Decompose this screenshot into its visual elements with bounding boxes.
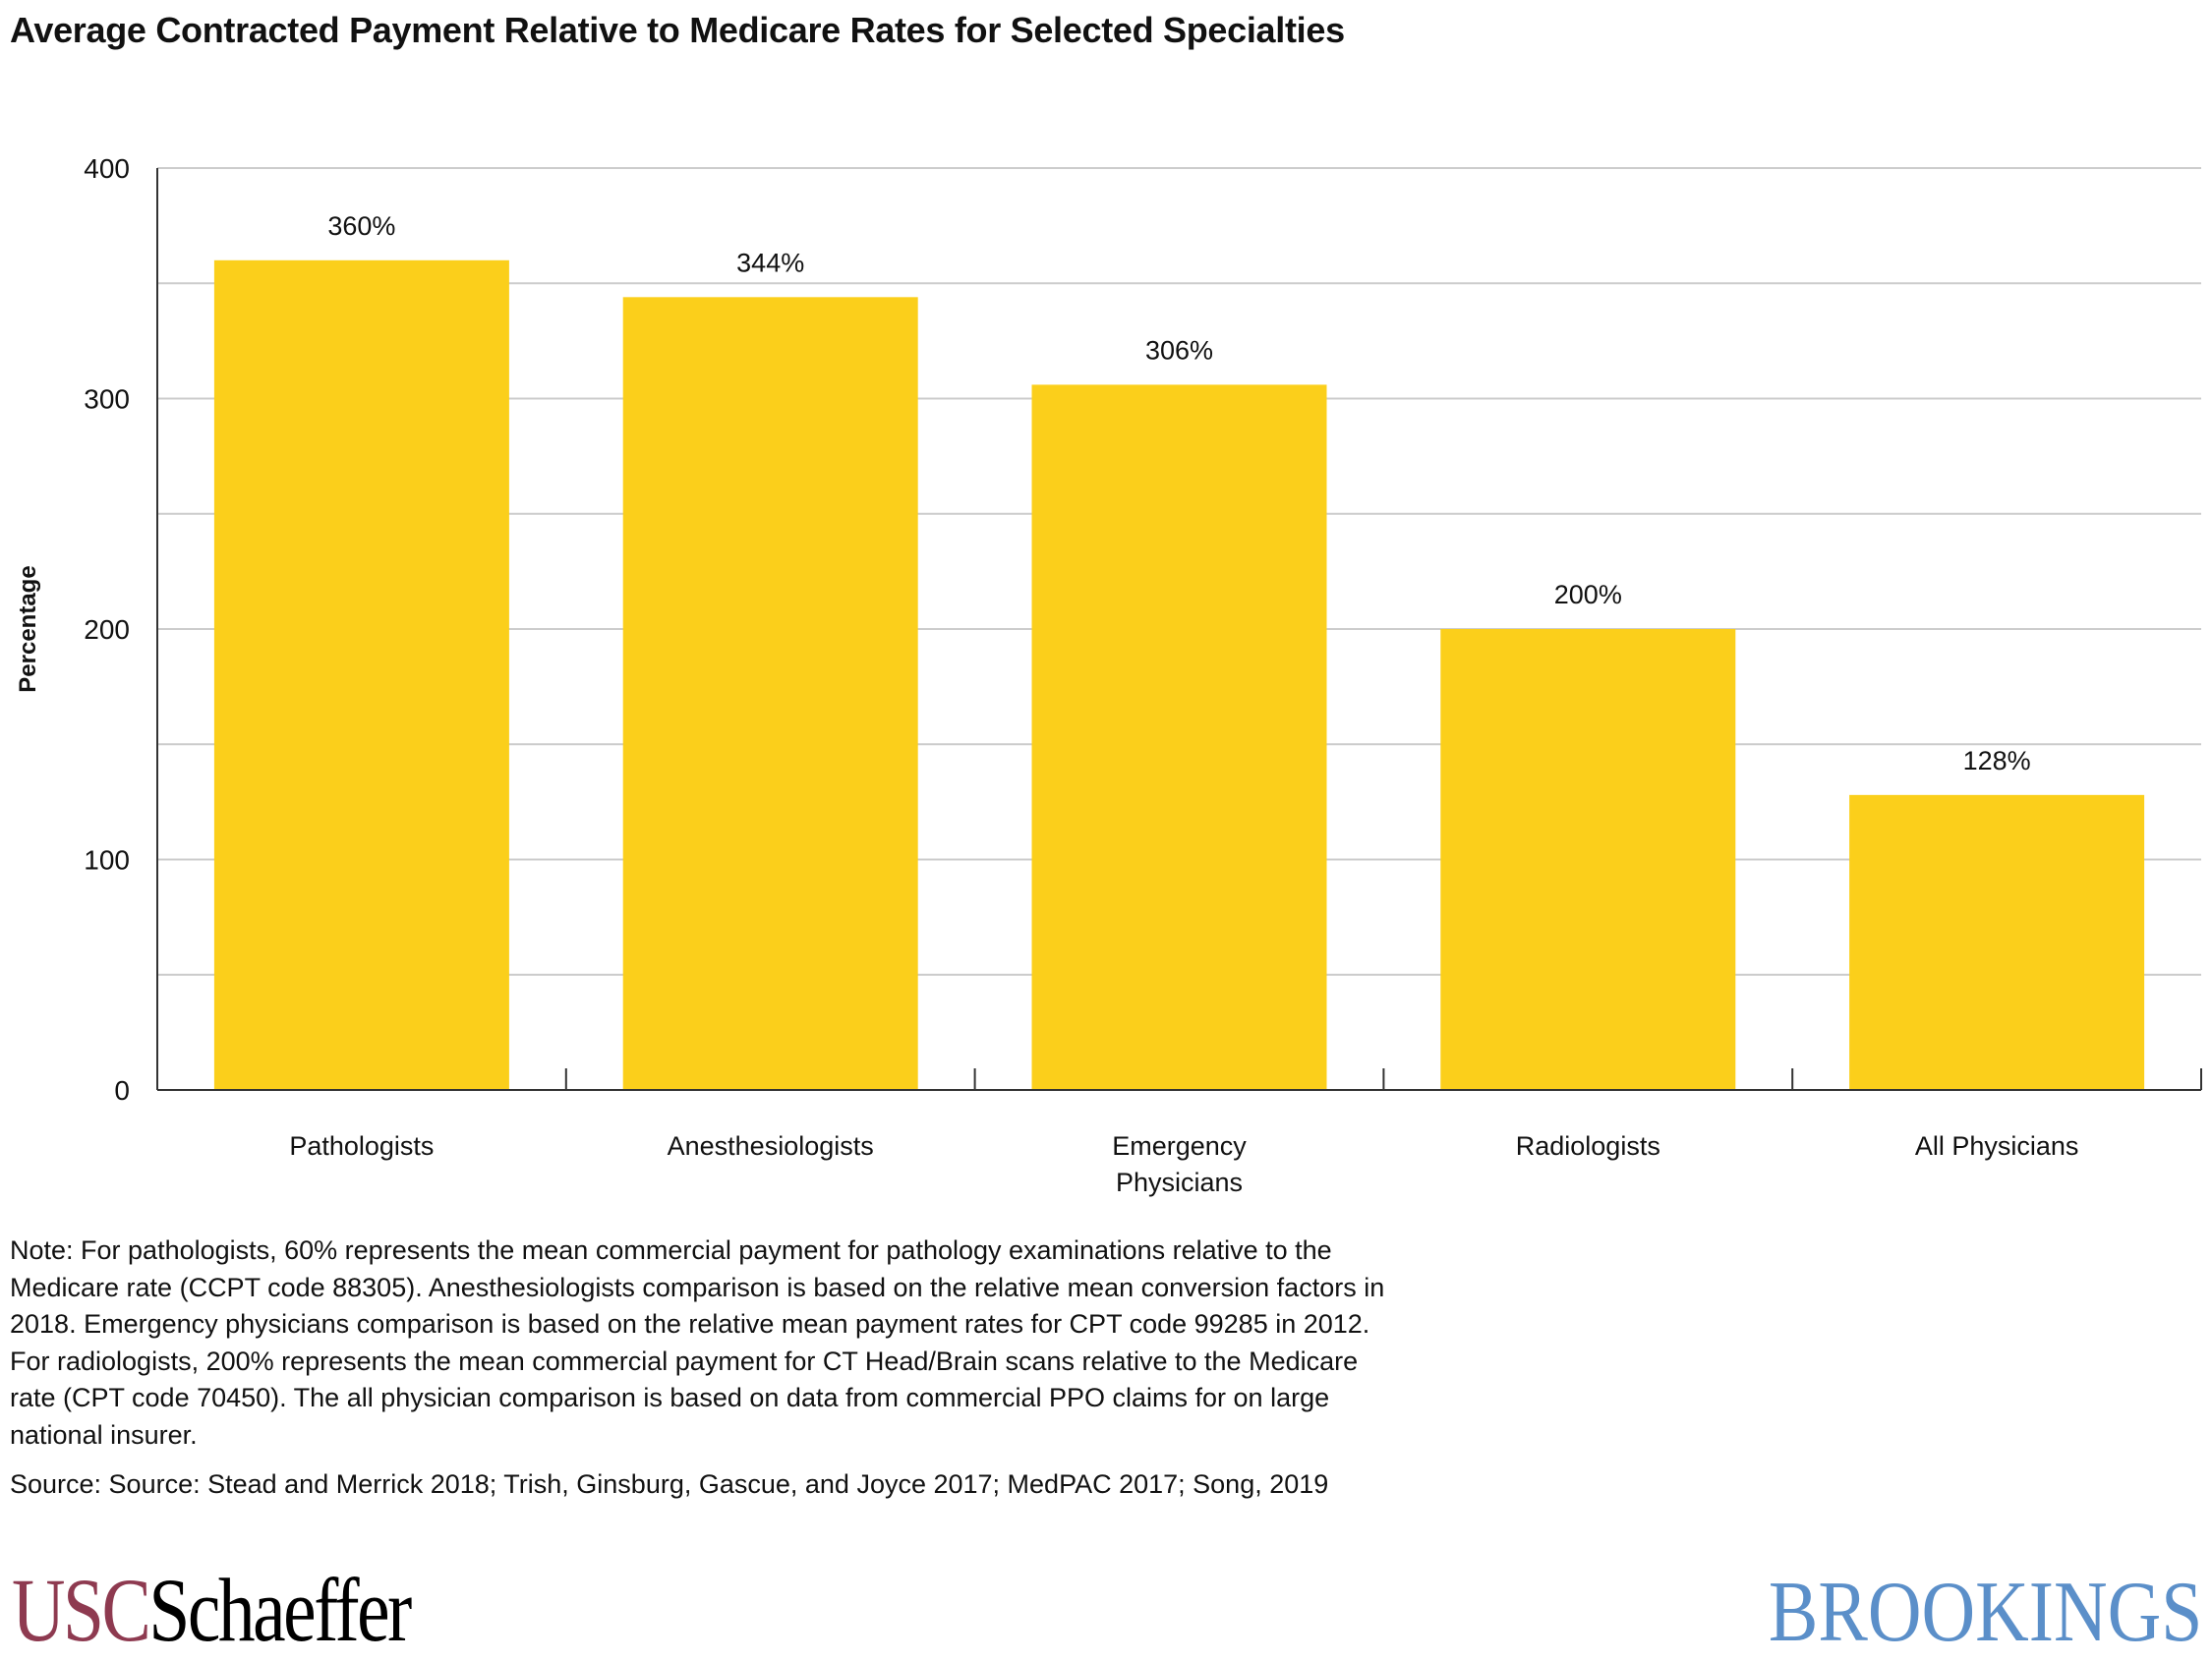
y-tick-label: 100: [84, 845, 130, 876]
brookings-logo: BROOKINGS: [1768, 1565, 2202, 1660]
bar: [1849, 794, 2145, 1090]
data-label: 200%: [1554, 580, 1622, 609]
y-tick-label: 400: [84, 153, 130, 184]
x-tick-label: All Physicians: [1915, 1131, 2079, 1161]
y-axis-label: Percentage: [15, 565, 41, 692]
data-label: 344%: [736, 248, 804, 277]
bar: [622, 297, 918, 1090]
bar: [1031, 384, 1327, 1090]
x-tick-label: Anesthesiologists: [668, 1131, 874, 1161]
y-tick-label: 0: [114, 1075, 130, 1106]
data-label: 306%: [1145, 335, 1213, 365]
bar: [213, 259, 509, 1090]
y-tick-label: 300: [84, 384, 130, 415]
bar: [1440, 629, 1736, 1090]
usc-schaeffer-logo: USCSchaeffer: [12, 1560, 412, 1660]
x-tick-label: Physicians: [1116, 1168, 1243, 1197]
chart-note: Note: For pathologists, 60% represents t…: [10, 1235, 1385, 1450]
bar-chart: 0 100 200 300 400 Percentage 360% Pathologists 3…: [15, 153, 2202, 1197]
x-tick-label: Pathologists: [289, 1131, 434, 1161]
y-tick-label: 200: [84, 614, 130, 645]
chart-source: Source: Source: Stead and Merrick 2018; …: [10, 1469, 1329, 1499]
chart-title: Average Contracted Payment Relative to M…: [10, 10, 1345, 50]
x-tick-label: Emergency: [1112, 1131, 1247, 1161]
data-label: 128%: [1963, 746, 2031, 775]
data-label: 360%: [327, 211, 395, 241]
x-tick-label: Radiologists: [1516, 1131, 1660, 1161]
